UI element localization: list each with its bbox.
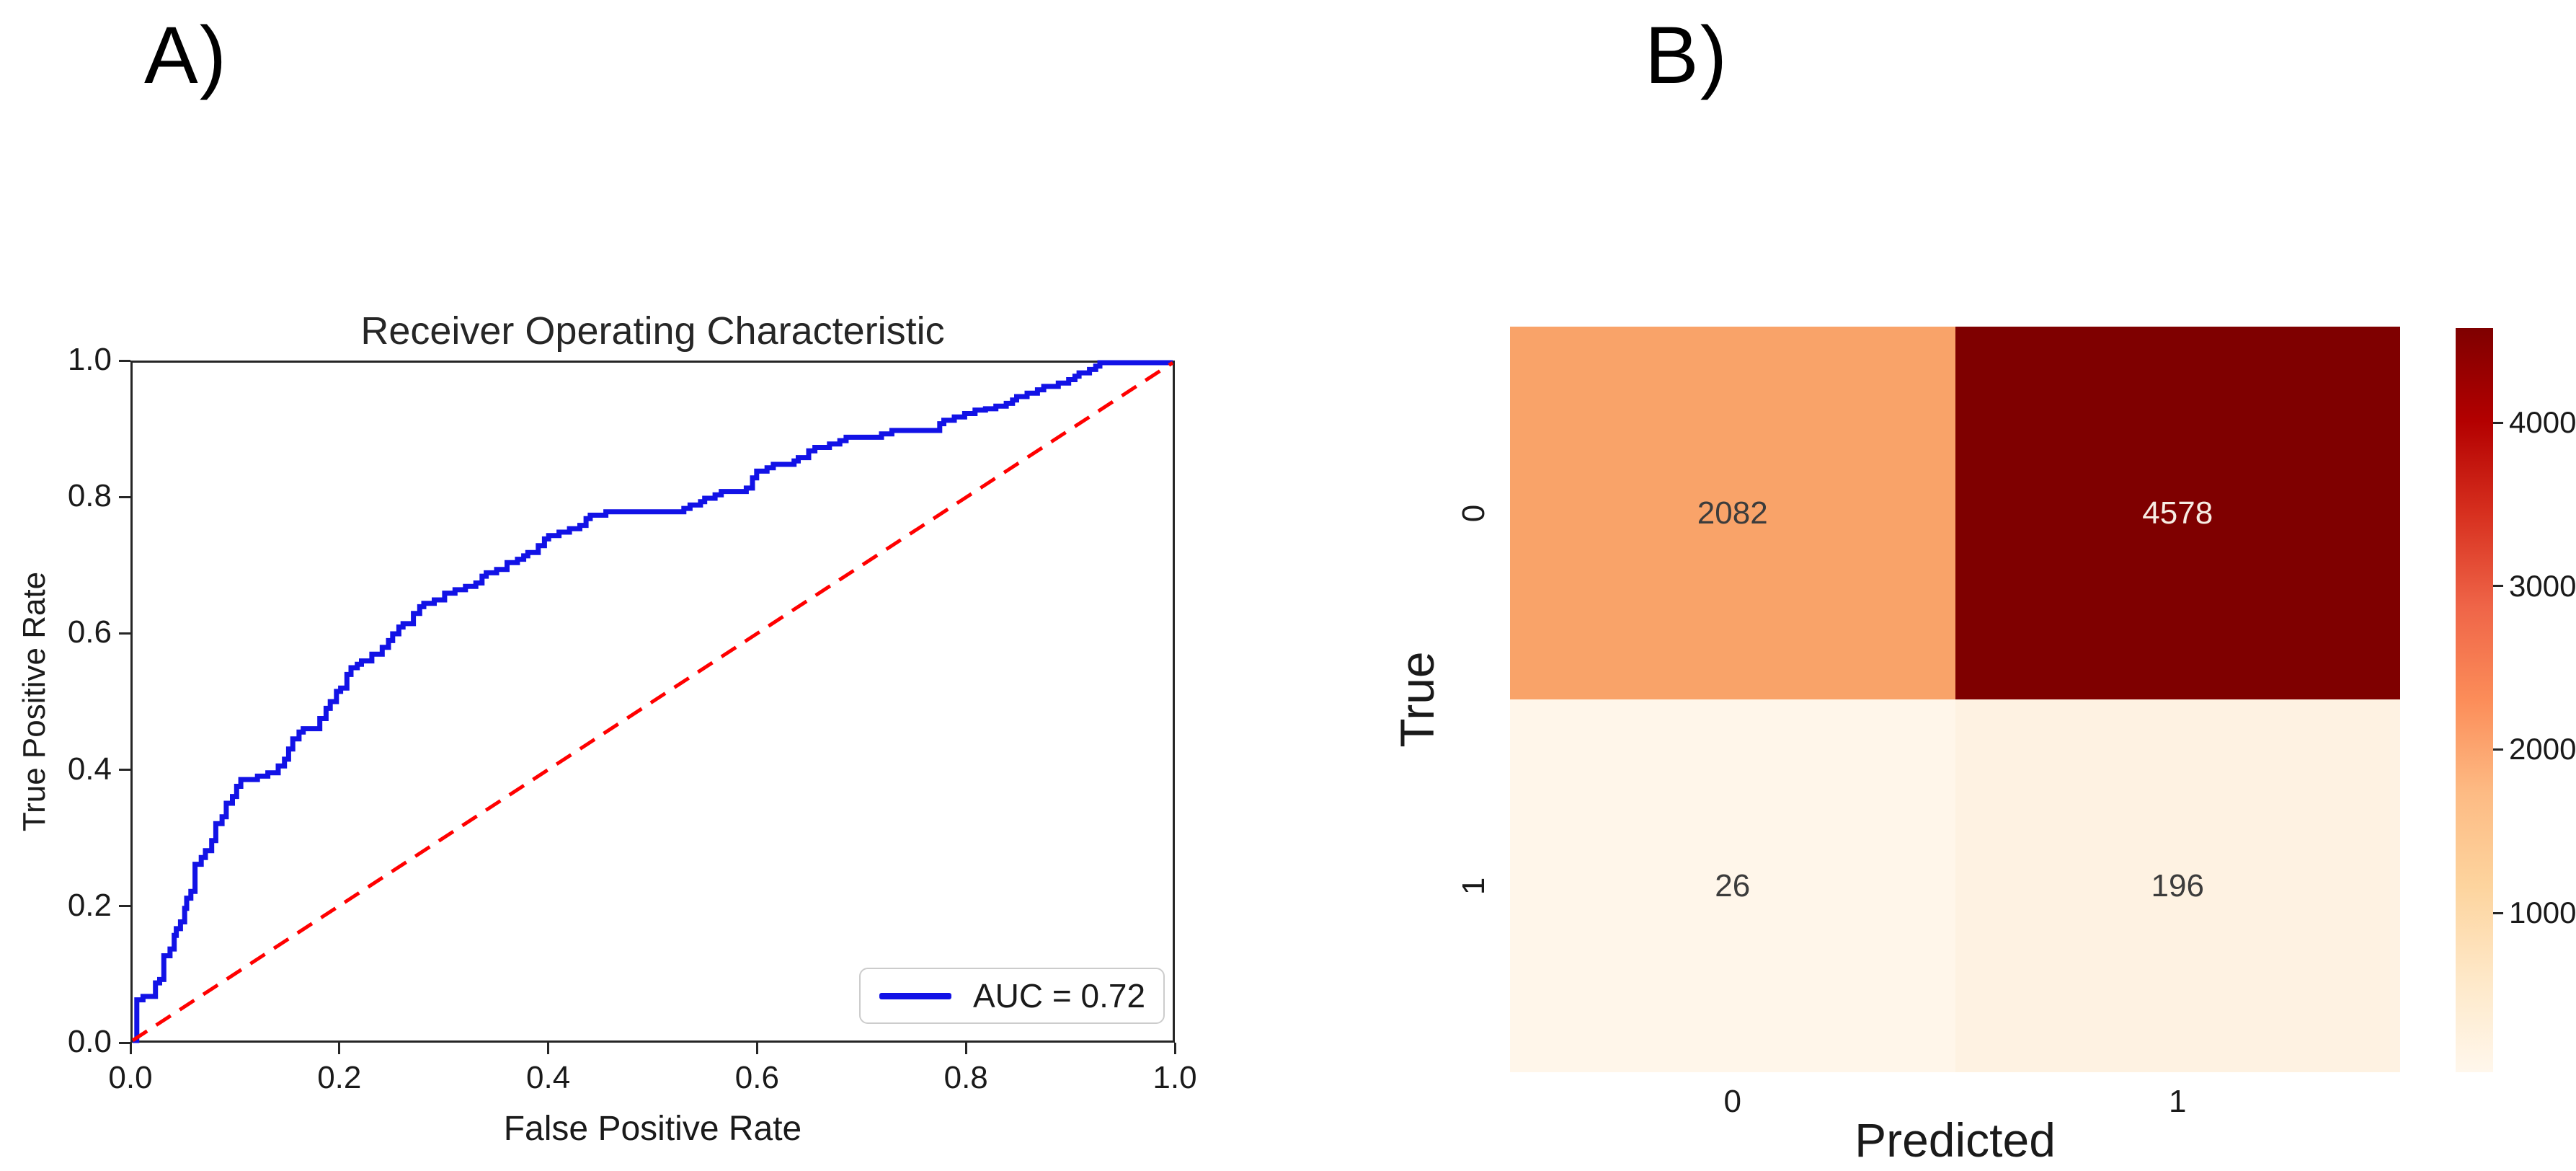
cm-column-tick-label: 0 [1723, 1084, 1741, 1119]
colorbar [2456, 328, 2493, 1072]
panel-a-label: A) [144, 10, 228, 100]
cm-y-axis-label: True [1390, 651, 1444, 748]
roc-x-tick-label: 0.4 [526, 1060, 571, 1095]
colorbar-tick-mark [2493, 421, 2503, 424]
cm-row-tick-label: 1 [1456, 877, 1491, 895]
roc-x-tick-mark [129, 1043, 132, 1054]
chance-diagonal-line [131, 361, 1174, 1043]
colorbar-tick-label: 3000 [2509, 568, 2576, 603]
colorbar-tick-mark [2493, 911, 2503, 914]
cm-x-axis-label: Predicted [1855, 1113, 2056, 1167]
roc-x-tick-label: 0.0 [108, 1060, 153, 1095]
roc-y-tick-mark [119, 1041, 130, 1044]
cm-cell-true1-pred0: 26 [1510, 699, 1955, 1072]
colorbar-tick-label: 1000 [2509, 896, 2576, 930]
roc-y-tick-label: 0.2 [67, 887, 112, 923]
roc-x-axis-label: False Positive Rate [503, 1110, 802, 1148]
roc-legend: AUC = 0.72 [859, 968, 1165, 1024]
roc-y-tick-label: 0.6 [67, 614, 112, 650]
cm-cell-true1-pred1: 196 [1955, 699, 2400, 1072]
roc-title: Receiver Operating Characteristic [360, 309, 945, 353]
roc-plot-area [130, 360, 1175, 1043]
roc-y-tick-mark [119, 359, 130, 362]
roc-x-tick-label: 0.2 [317, 1060, 362, 1095]
roc-curve-legend-swatch [879, 992, 951, 999]
roc-y-tick-mark [119, 769, 130, 772]
colorbar-tick-mark [2493, 585, 2503, 588]
cm-cell-true0-pred0: 2082 [1510, 327, 1955, 699]
roc-x-tick-label: 1.0 [1152, 1060, 1197, 1095]
colorbar-tick-label: 2000 [2509, 732, 2576, 766]
colorbar-tick-mark [2493, 748, 2503, 751]
roc-x-tick-mark [964, 1043, 967, 1054]
roc-y-tick-label: 0.8 [67, 478, 112, 514]
roc-x-tick-mark [547, 1043, 550, 1054]
roc-y-tick-mark [119, 905, 130, 908]
roc-legend-label: AUC = 0.72 [973, 977, 1146, 1015]
roc-curve-line [133, 360, 1173, 1043]
roc-x-tick-mark [1173, 1043, 1176, 1054]
cm-cell-value: 26 [1715, 867, 1751, 903]
cm-column-tick-label: 1 [2169, 1084, 2187, 1119]
roc-y-tick-mark [119, 632, 130, 635]
roc-curve-svg [131, 360, 1174, 1043]
roc-y-tick-label: 0.0 [67, 1024, 112, 1059]
colorbar-tick-label: 4000 [2509, 405, 2576, 440]
confusion-matrix-heatmap: 2082 4578 26 196 [1510, 327, 2400, 1072]
roc-x-tick-mark [338, 1043, 341, 1054]
roc-y-tick-label: 1.0 [67, 342, 112, 377]
cm-row-tick-label: 0 [1456, 504, 1491, 522]
roc-y-axis-label: True Positive Rate [17, 571, 52, 832]
roc-x-tick-label: 0.6 [734, 1060, 779, 1095]
roc-x-tick-mark [755, 1043, 758, 1054]
cm-cell-value: 2082 [1697, 495, 1768, 531]
cm-cell-value: 4578 [2142, 495, 2213, 531]
roc-y-tick-label: 0.4 [67, 751, 112, 787]
roc-y-tick-mark [119, 495, 130, 498]
cm-cell-value: 196 [2151, 867, 2204, 903]
roc-x-tick-label: 0.8 [943, 1060, 988, 1095]
cm-cell-true0-pred1: 4578 [1955, 327, 2400, 699]
panel-b-label: B) [1645, 10, 1728, 100]
